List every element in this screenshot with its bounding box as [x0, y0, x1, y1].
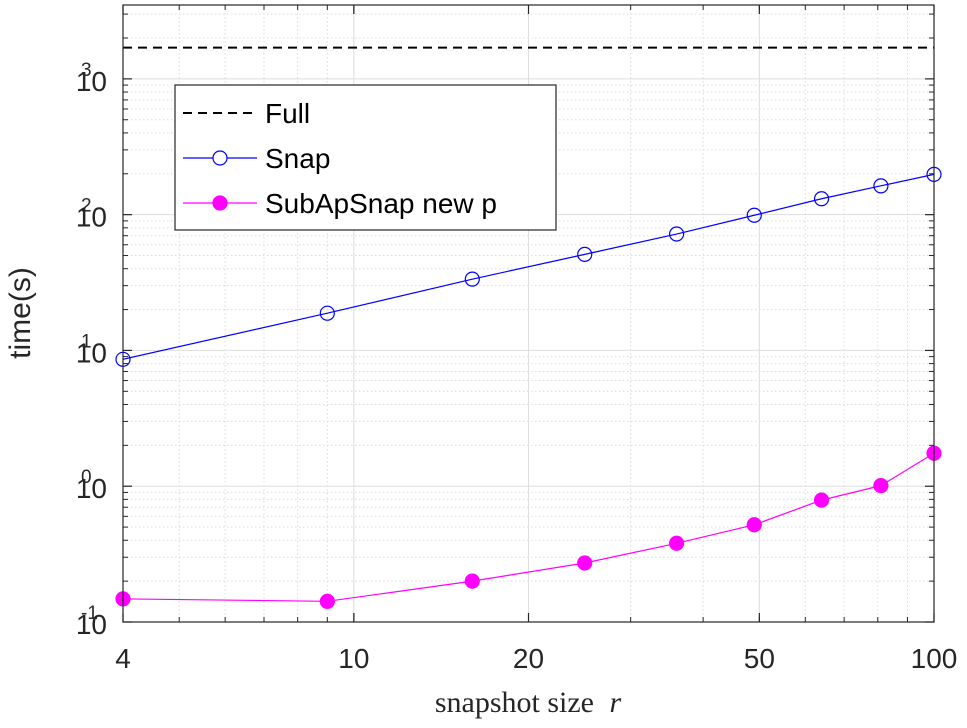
data-point-snap: [464, 271, 480, 287]
y-tick-label: 101: [76, 331, 107, 368]
series-layer: [115, 46, 942, 609]
legend-marker-snap: [212, 150, 228, 166]
series-line-snap: [122, 173, 935, 360]
x-axis-label-text: snapshot size: [435, 686, 594, 719]
y-tick-label: 102: [76, 196, 107, 233]
legend: Full Snap SubApSnap new p: [174, 84, 557, 231]
legend-label-full: Full: [265, 98, 310, 129]
data-point-subapsnap-new-p: [668, 535, 685, 551]
data-point-snap: [319, 305, 335, 321]
y-tick-label-exponent: 1: [81, 331, 92, 352]
y-axis-label: time(s): [4, 267, 37, 359]
x-tick-label: 20: [513, 643, 544, 674]
data-point-subapsnap-new-p: [873, 478, 889, 494]
axis-ticks: [122, 5, 935, 623]
x-tick-labels: 4 10 20 50 100: [115, 643, 957, 674]
y-tick-label: 103: [76, 60, 107, 97]
x-tick-label: 100: [911, 643, 958, 674]
data-point-snap: [668, 226, 685, 242]
y-tick-label-exponent: 0: [81, 467, 92, 488]
legend-entry-subapsnap: SubApSnap new p: [183, 188, 497, 219]
y-tick-label-base: 10: [76, 609, 107, 640]
x-tick-label: 4: [115, 643, 131, 674]
data-point-snap: [577, 246, 593, 262]
data-point-subapsnap-new-p: [464, 573, 480, 589]
legend-label-snap: Snap: [265, 143, 330, 174]
y-tick-label-base: 10: [76, 66, 107, 97]
y-tick-label: 100: [76, 467, 107, 504]
legend-entry-full: Full: [183, 98, 310, 129]
y-tick-label-exponent: -1: [81, 603, 98, 624]
y-tick-label: 10-1: [76, 603, 107, 640]
data-point-snap: [813, 191, 830, 207]
y-tick-label-exponent: 3: [81, 60, 92, 81]
y-tick-label-base: 10: [76, 202, 107, 233]
x-tick-label: 50: [744, 643, 775, 674]
data-point-subapsnap-new-p: [319, 593, 335, 609]
data-point-snap: [746, 207, 762, 223]
legend-label-subapsnap: SubApSnap new p: [265, 188, 497, 219]
x-axis-label-variable: r: [609, 686, 621, 719]
y-tick-label-base: 10: [76, 337, 107, 368]
y-tick-label-exponent: 2: [81, 196, 92, 217]
data-point-subapsnap-new-p: [577, 555, 593, 571]
data-point-snap: [873, 178, 889, 194]
x-axis-label: snapshot size r: [435, 686, 622, 719]
legend-marker-subapsnap: [212, 195, 228, 211]
data-point-subapsnap-new-p: [813, 492, 830, 508]
x-tick-label: 10: [338, 643, 369, 674]
data-point-subapsnap-new-p: [746, 517, 762, 533]
y-tick-label-base: 10: [76, 473, 107, 504]
legend-entry-snap: Snap: [183, 143, 330, 174]
